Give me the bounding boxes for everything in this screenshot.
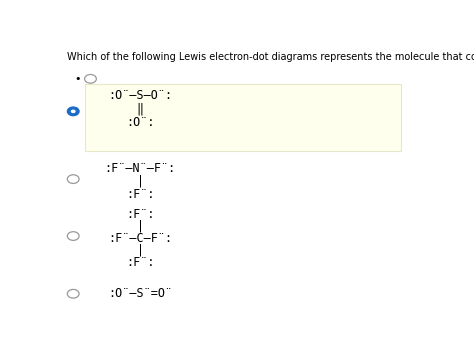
Text: :F̈:: :F̈: (126, 188, 155, 201)
Text: |: | (137, 220, 144, 233)
Text: ‖: ‖ (137, 102, 144, 115)
Text: |: | (137, 244, 144, 257)
Text: :F̈—C—F̈:: :F̈—C—F̈: (108, 232, 172, 245)
Text: :Ö—S̈=Ö: :Ö—S̈=Ö (108, 287, 172, 300)
Text: :Ö—S—Ö:: :Ö—S—Ö: (108, 89, 172, 102)
Text: :F̈:: :F̈: (126, 256, 155, 269)
Text: :Ö:: :Ö: (126, 116, 155, 129)
Text: Which of the following Lewis electron-dot diagrams represents the molecule that : Which of the following Lewis electron-do… (66, 52, 474, 62)
Text: |: | (137, 175, 144, 188)
Text: :F̈:: :F̈: (126, 208, 155, 221)
Text: :F̈—N̈—F̈:: :F̈—N̈—F̈: (104, 162, 176, 175)
Text: •: • (74, 74, 81, 84)
Circle shape (67, 107, 79, 116)
FancyBboxPatch shape (85, 84, 401, 151)
Circle shape (71, 109, 76, 113)
